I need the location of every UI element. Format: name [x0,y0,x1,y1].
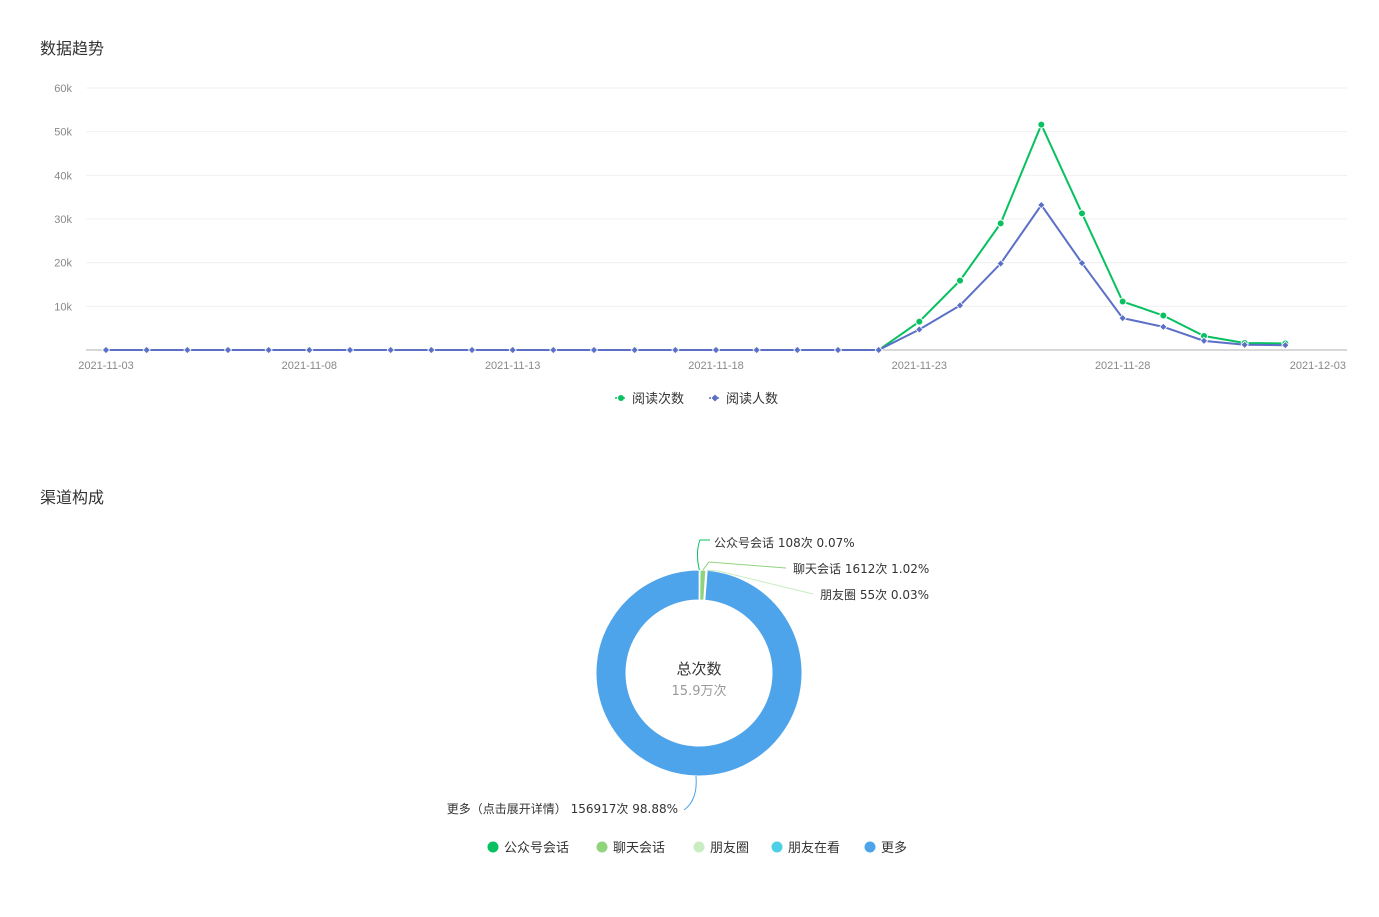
channel-section-title: 渠道构成 [40,488,105,507]
data-point[interactable] [915,317,924,326]
data-point[interactable] [386,345,395,355]
y-tick-label: 60k [54,83,72,95]
data-point[interactable] [955,301,965,310]
data-point[interactable] [345,345,355,355]
data-point[interactable] [1078,209,1086,218]
legend-item-2[interactable]: 朋友圈 [693,840,750,856]
data-point[interactable] [427,345,436,355]
leader-line [702,561,787,571]
legend-label: 阅读人数 [726,392,778,407]
data-point[interactable] [1240,340,1249,349]
trend-section-title: 数据趋势 [40,39,105,58]
data-point[interactable] [183,345,192,355]
x-tick-label: 2021-11-03 [78,360,133,372]
donut-center-value: 15.9万次 [672,683,727,699]
data-point[interactable] [956,276,964,285]
data-point[interactable] [1077,258,1087,268]
data-point[interactable] [996,259,1005,268]
x-tick-label: 2021-12-03 [1290,360,1346,372]
x-tick-label: 2021-11-18 [688,360,743,372]
data-point[interactable] [1118,297,1127,306]
data-point[interactable] [508,345,517,355]
slice-label: 公众号会话 108次 0.07% [714,536,855,550]
pie-slice-1[interactable] [699,569,707,601]
data-point[interactable] [915,325,924,334]
data-point[interactable] [874,345,883,355]
pie-slice-4[interactable] [595,569,803,777]
data-point[interactable] [793,345,802,355]
data-point[interactable] [1159,322,1168,332]
y-tick-label: 10k [54,301,72,313]
data-point[interactable] [223,345,233,355]
data-point[interactable] [711,345,721,355]
trend-line-chart: 10k 20k 30k 40k 50k 60k 2021-11-03 2021-11-08 20… [54,83,1347,407]
leader-line [683,775,697,811]
x-tick-label: 2021-11-08 [282,360,337,372]
y-tick-label: 40k [54,170,72,182]
data-point[interactable] [1037,120,1046,129]
data-point[interactable] [101,345,111,355]
y-tick-label: 20k [54,258,72,270]
data-point[interactable] [630,345,639,355]
x-tick-label: 2021-11-23 [892,360,947,372]
slice-label: 朋友圈 55次 0.03% [820,588,929,602]
data-point[interactable] [1118,313,1127,323]
slice-label: 聊天会话 1612次 1.02% [793,562,929,576]
data-point[interactable] [467,345,477,355]
data-point[interactable] [264,345,273,355]
series-line-reader-count [106,203,1286,351]
legend-label: 阅读次数 [632,391,684,407]
donut-center-title: 总次数 [676,660,721,678]
legend-label: 朋友在看 [788,840,840,856]
data-point[interactable] [1037,200,1046,210]
x-tick-label: 2021-11-13 [485,360,540,372]
data-point[interactable] [549,345,558,355]
legend-item-3[interactable]: 朋友在看 [771,840,841,856]
slice-label: 更多（点击展开详情） 156917次 98.88% [447,801,678,816]
legend-item-0[interactable]: 公众号会话 [487,841,570,856]
data-point[interactable] [1159,311,1168,320]
legend-item-read-count[interactable]: 阅读次数 [615,391,684,407]
data-point[interactable] [1281,341,1290,350]
data-point[interactable] [671,345,680,355]
legend-label: 公众号会话 [504,841,569,856]
data-point[interactable] [752,345,761,355]
legend-label: 朋友圈 [710,840,749,856]
data-point[interactable] [996,219,1005,228]
legend-item-4[interactable]: 更多 [864,840,908,856]
data-point[interactable] [589,345,599,355]
legend-label: 更多 [881,840,907,856]
y-tick-label: 30k [54,214,72,226]
data-point[interactable] [305,345,314,355]
data-point[interactable] [142,345,151,355]
legend-item-reader-count[interactable]: 阅读人数 [709,392,778,407]
data-point[interactable] [1199,336,1209,345]
legend-label: 聊天会话 [613,841,665,856]
legend-item-1[interactable]: 聊天会话 [596,841,666,856]
data-point[interactable] [833,345,843,355]
y-tick-label: 50k [54,127,72,139]
leader-line [696,539,710,571]
x-tick-label: 2021-11-28 [1095,360,1150,372]
leader-line [706,569,814,595]
